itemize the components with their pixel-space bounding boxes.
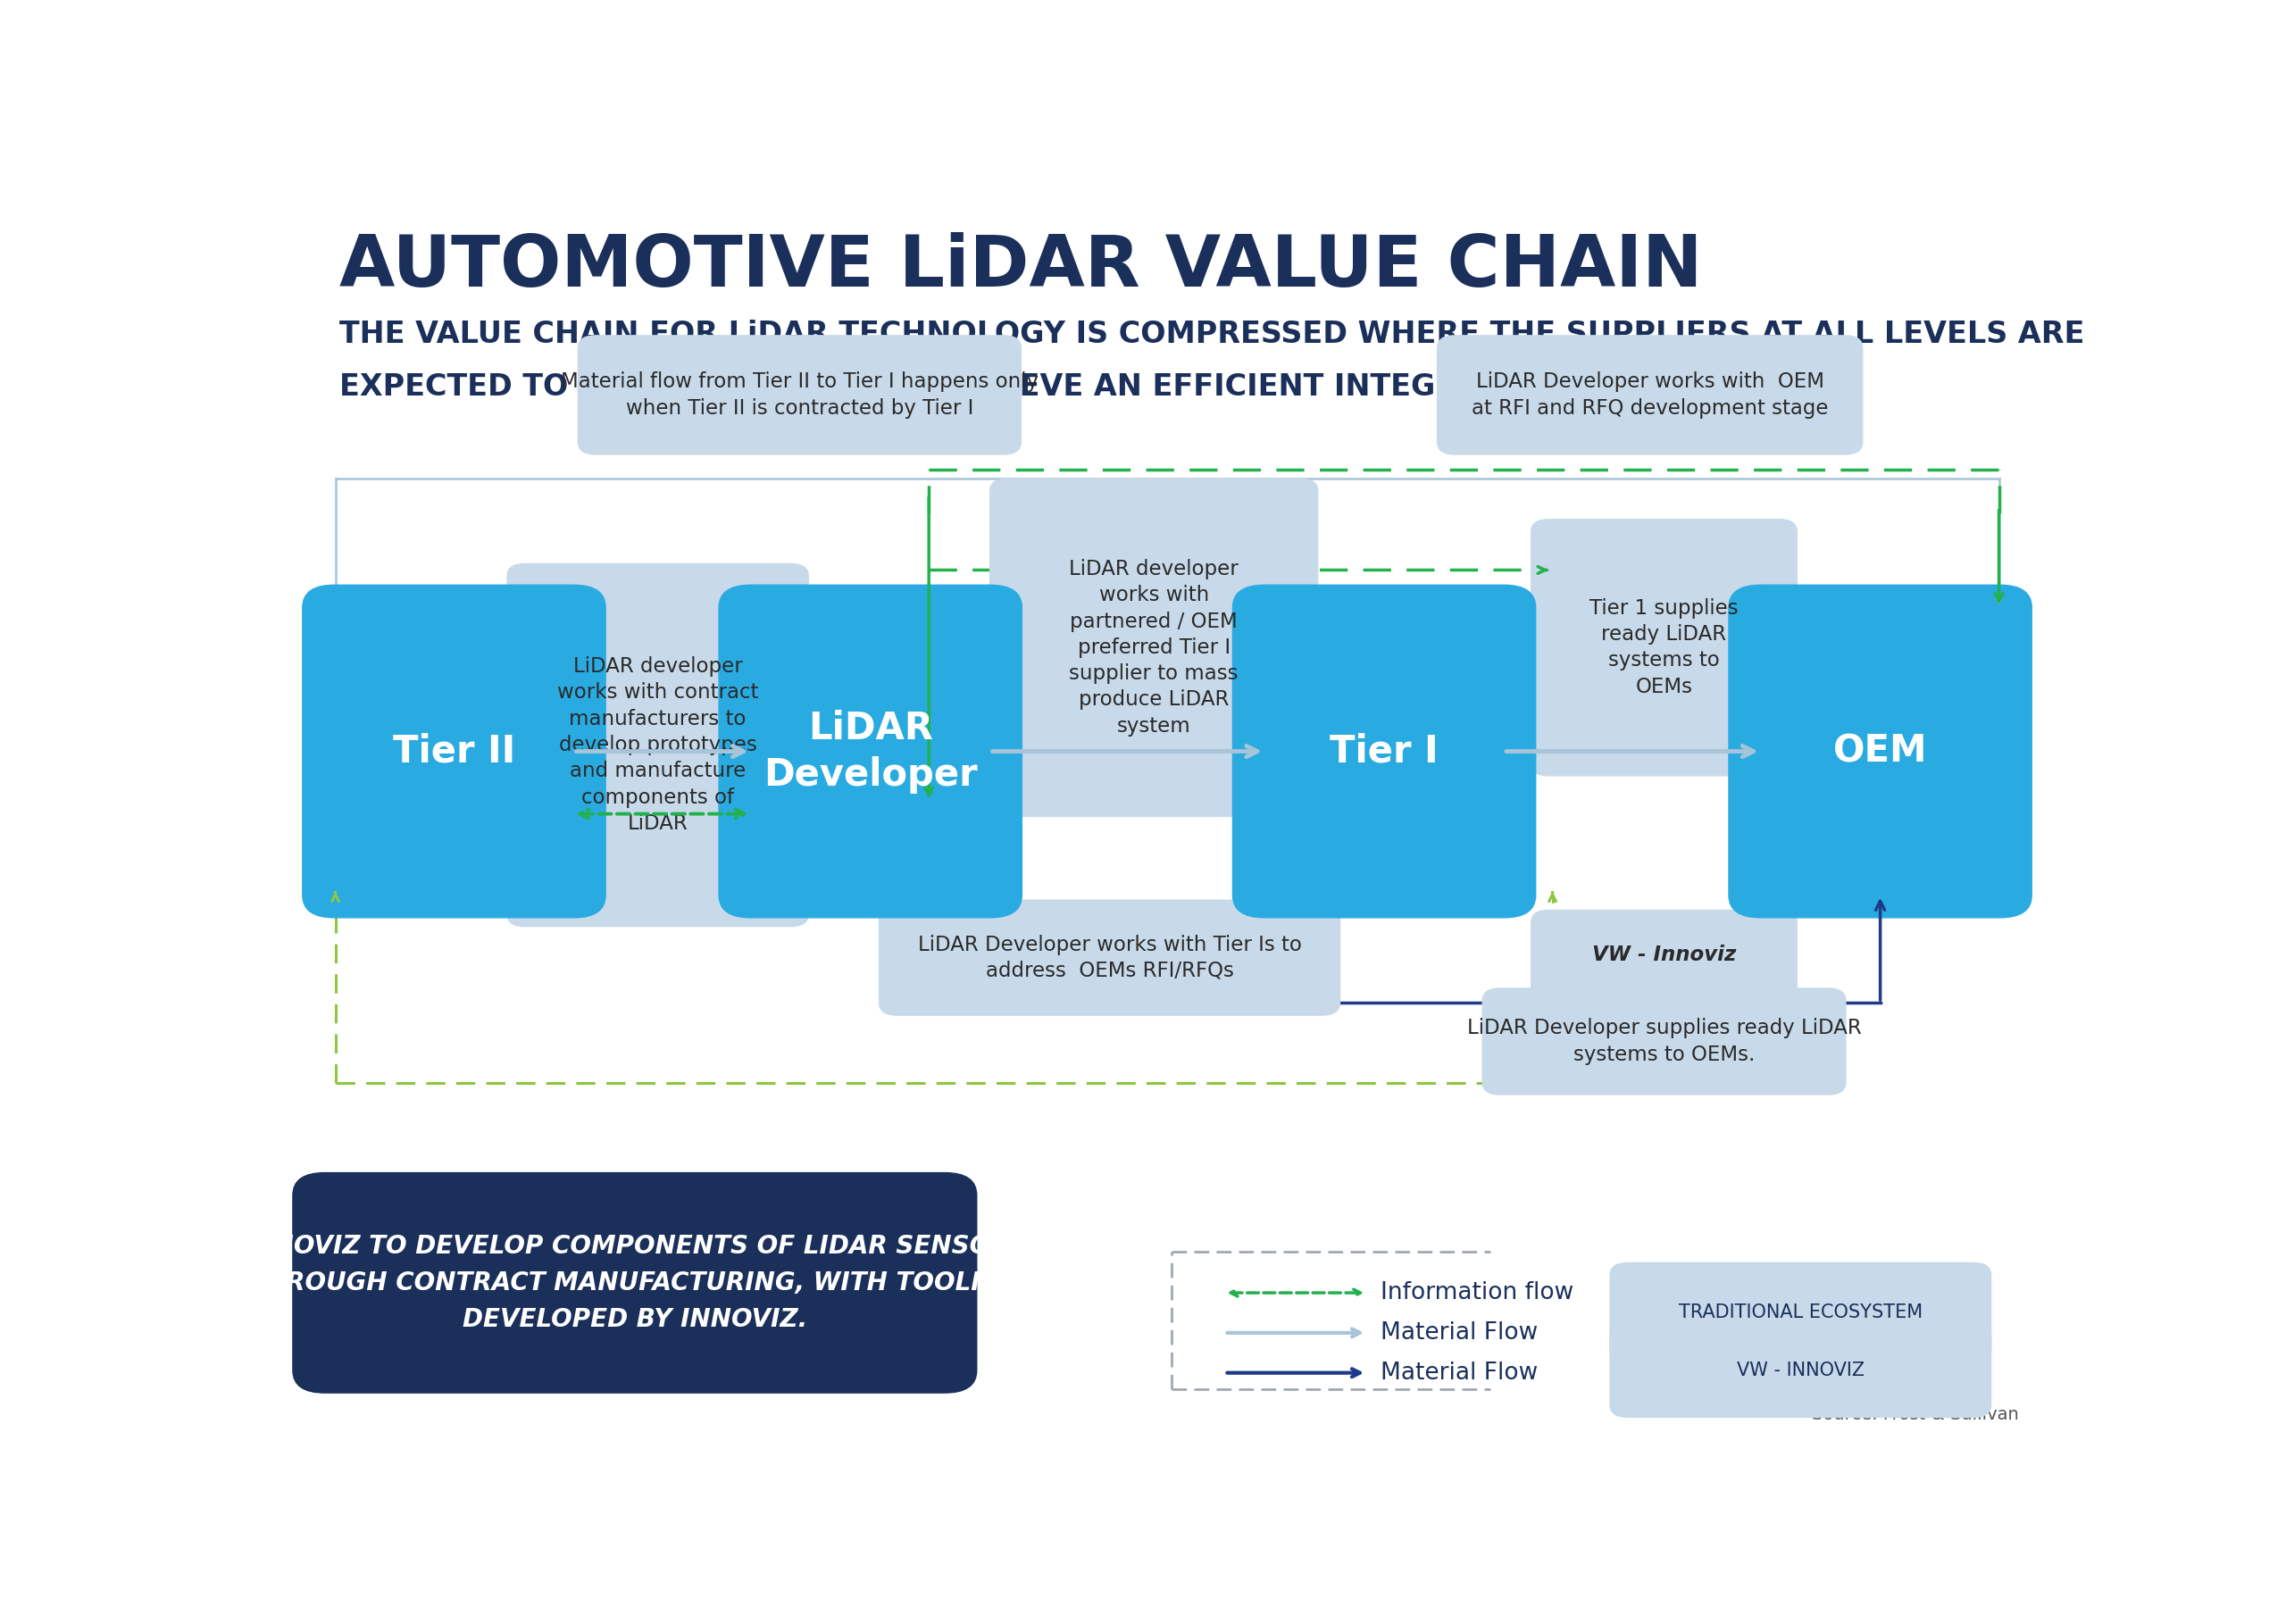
Text: TRADITIONAL ECOSYSTEM: TRADITIONAL ECOSYSTEM [1678,1304,1923,1322]
FancyBboxPatch shape [1609,1263,1991,1363]
Text: Tier I: Tier I [1330,732,1438,770]
FancyBboxPatch shape [990,479,1317,817]
Text: LiDAR developer
works with
partnered / OEM
preferred Tier I
supplier to mass
pro: LiDAR developer works with partnered / O… [1070,559,1239,736]
FancyBboxPatch shape [1232,585,1536,918]
FancyBboxPatch shape [1532,909,1797,1000]
Text: Tier 1 supplies
ready LiDAR
systems to
OEMs: Tier 1 supplies ready LiDAR systems to O… [1589,598,1737,697]
Text: AUTOMOTIVE LiDAR VALUE CHAIN: AUTOMOTIVE LiDAR VALUE CHAIN [338,232,1703,302]
FancyBboxPatch shape [718,585,1022,918]
Text: LiDAR Developer supplies ready LiDAR
systems to OEMs.: LiDAR Developer supplies ready LiDAR sys… [1468,1018,1861,1065]
Text: Material flow from Tier II to Tier I happens only
when Tier II is contracted by : Material flow from Tier II to Tier I hap… [560,372,1038,419]
Text: Source: Frost & Sullivan: Source: Frost & Sullivan [1811,1406,2019,1423]
FancyBboxPatch shape [880,900,1340,1015]
Text: Material Flow: Material Flow [1381,1322,1538,1345]
FancyBboxPatch shape [1609,1324,1991,1418]
FancyBboxPatch shape [507,564,809,926]
FancyBboxPatch shape [1484,989,1845,1095]
Text: OEM: OEM [1833,732,1927,770]
Text: Tier II: Tier II [393,732,514,770]
FancyBboxPatch shape [1438,336,1863,455]
Text: VW - Innoviz: VW - Innoviz [1591,945,1735,965]
Text: THE VALUE CHAIN FOR LiDAR TECHNOLOGY IS COMPRESSED WHERE THE SUPPLIERS AT ALL LE: THE VALUE CHAIN FOR LiDAR TECHNOLOGY IS … [338,320,2085,349]
Text: Material Flow: Material Flow [1381,1361,1538,1384]
Text: LiDAR Developer works with Tier Is to
address  OEMs RFI/RFQs: LiDAR Developer works with Tier Is to ad… [917,934,1301,981]
FancyBboxPatch shape [1532,520,1797,776]
Text: LiDAR
Developer: LiDAR Developer [764,710,978,793]
Text: EXPECTED TO WORK TOGETHER TO ACHIEVE AN EFFICIENT INTEGRATION: EXPECTED TO WORK TOGETHER TO ACHIEVE AN … [338,372,1561,401]
FancyBboxPatch shape [1728,585,2032,918]
FancyBboxPatch shape [293,1173,976,1393]
FancyBboxPatch shape [302,585,606,918]
Text: INNOVIZ TO DEVELOP COMPONENTS OF LIDAR SENSORS
THROUGH CONTRACT MANUFACTURING, W: INNOVIZ TO DEVELOP COMPONENTS OF LIDAR S… [242,1234,1026,1332]
Text: LiDAR developer
works with contract
manufacturers to
develop prototypes
and manu: LiDAR developer works with contract manu… [558,656,759,833]
Text: Information flow: Information flow [1381,1281,1573,1304]
Text: LiDAR Developer works with  OEM
at RFI and RFQ development stage: LiDAR Developer works with OEM at RFI an… [1472,372,1829,419]
FancyBboxPatch shape [578,336,1022,455]
Text: VW - INNOVIZ: VW - INNOVIZ [1737,1361,1865,1379]
